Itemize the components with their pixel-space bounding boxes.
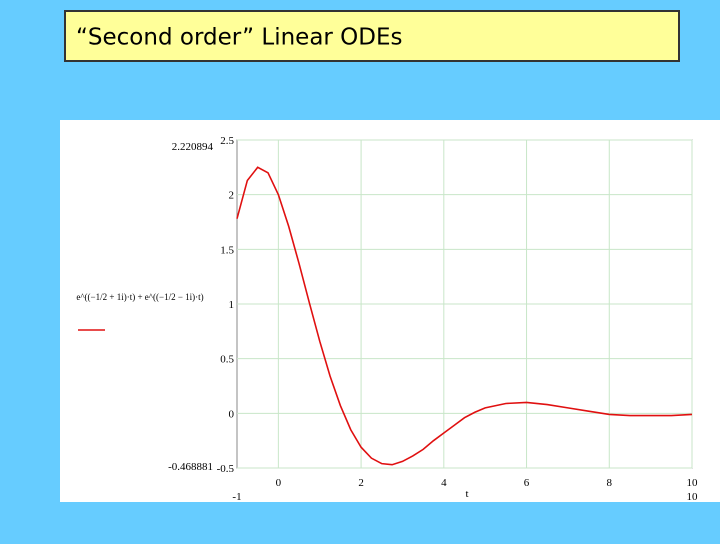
x-tick-label: 10	[687, 477, 699, 489]
y-range-marker: -0.468881	[168, 461, 213, 473]
x-tick-label: 0	[276, 477, 282, 489]
y-tick-label: 2.5	[220, 135, 234, 147]
y-range-marker: 2.220894	[172, 141, 214, 153]
title-box	[64, 10, 680, 62]
x-tick-label: 6	[524, 477, 530, 489]
x-range-label: 10	[687, 491, 699, 503]
chart-title: “Second order” Linear ODEs	[76, 25, 403, 51]
x-tick-label: 2	[358, 477, 364, 489]
y-tick-label: 0.5	[220, 354, 234, 366]
y-tick-label: 1.5	[220, 244, 234, 256]
data-line	[236, 166, 693, 466]
x-range-label: -1	[232, 491, 241, 503]
y-tick-label: 1	[229, 299, 235, 311]
y-tick-label: -0.5	[217, 463, 235, 475]
y-tick-label: 0	[229, 408, 235, 420]
plot-panel	[60, 120, 720, 502]
x-tick-label: 8	[607, 477, 613, 489]
x-tick-label: 4	[441, 477, 447, 489]
y-tick-label: 2	[229, 190, 235, 202]
y-axis-label: e^((−1/2 + 1i)·t) + e^((−1/2 − 1i)·t)	[76, 292, 203, 302]
x-axis-label: t	[465, 488, 468, 500]
